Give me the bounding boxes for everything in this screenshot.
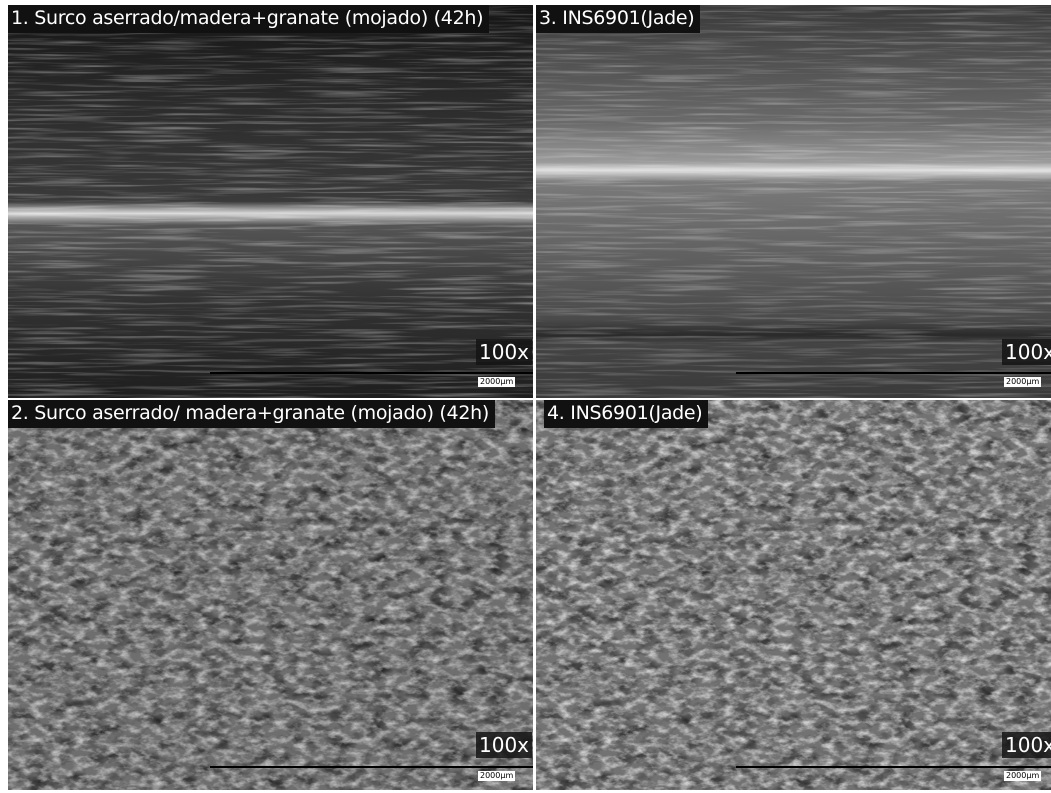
magnification: 100x [1002,732,1051,758]
panel-label: 1. Surco aserrado/madera+granate (mojado… [8,5,489,33]
scale-label: 2000μm [1004,771,1041,781]
scale-bar [210,766,533,768]
image [536,5,1051,398]
image [8,400,533,790]
micrograph: 1. Surco aserrado/madera+granate (mojado… [8,5,533,398]
magnification: 100x [476,339,532,365]
panel-label: 2. Surco aserrado/ madera+granate (mojad… [8,400,495,428]
scale-label: 2000μm [478,771,515,781]
scale-bar [736,766,1051,768]
image [8,5,533,398]
scale-bar [210,372,533,374]
scale-label: 2000μm [478,377,515,387]
panel-label: 4. INS6901(Jade) [544,400,708,428]
figure: 1. Surco aserrado/madera+granate (mojado… [0,0,1051,793]
panel-label: 3. INS6901(Jade) [536,5,700,33]
scale-label: 2000μm [1004,377,1041,387]
magnification: 100x [1002,339,1051,365]
micrograph: 4. INS6901(Jade) 100x 2000μm [536,400,1051,790]
image [536,400,1051,790]
micrograph: 3. INS6901(Jade) 100x 2000μm [536,5,1051,398]
micrograph: 2. Surco aserrado/ madera+granate (mojad… [8,400,533,790]
scale-bar [736,372,1051,374]
magnification: 100x [476,732,532,758]
